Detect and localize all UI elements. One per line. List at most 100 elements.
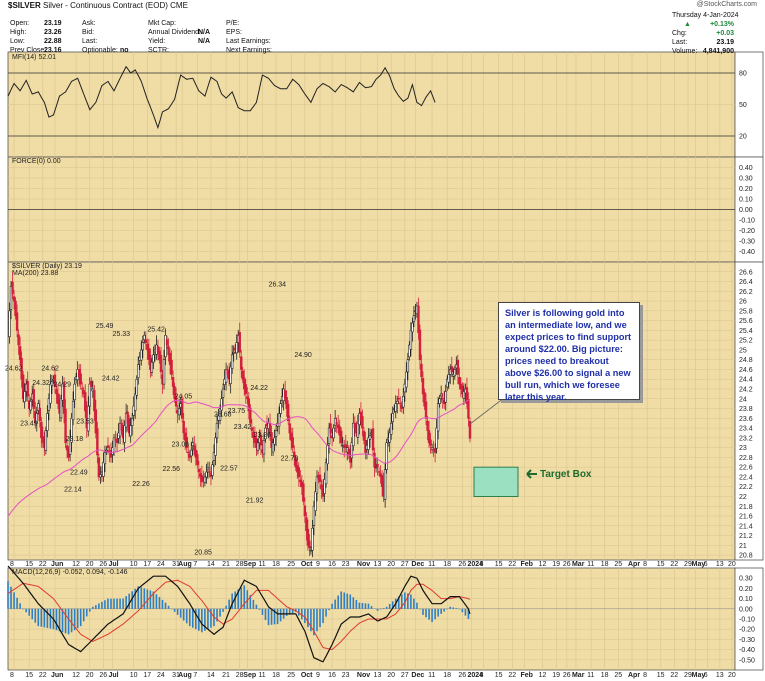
macd-histogram-bar bbox=[443, 608, 445, 612]
price-candle bbox=[212, 452, 216, 461]
price-ytick-label: 22.4 bbox=[739, 474, 753, 481]
price-candle bbox=[214, 437, 217, 456]
macd-ytick-label: -0.30 bbox=[739, 637, 755, 644]
macd-histogram-bar bbox=[113, 598, 115, 609]
macd-histogram-bar bbox=[376, 608, 379, 611]
price-candle bbox=[93, 390, 96, 412]
macd-histogram-bar bbox=[319, 608, 321, 628]
price-candle bbox=[273, 437, 276, 445]
macd-histogram-bar bbox=[25, 608, 27, 613]
macd-histogram-bar bbox=[104, 600, 106, 609]
macd-histogram-bar bbox=[407, 593, 409, 609]
price-candle bbox=[168, 353, 172, 365]
macd-histogram-bar bbox=[285, 608, 288, 616]
macd-histogram-bar bbox=[143, 588, 146, 609]
x-tick-label-bottom: 8 bbox=[643, 672, 647, 679]
price-ytick-label: 22.8 bbox=[739, 455, 753, 462]
x-tick-label-bottom: 10 bbox=[130, 672, 138, 679]
macd-histogram-bar bbox=[185, 608, 188, 624]
price-annotation: 23.75 bbox=[228, 408, 246, 415]
quote-label: Last Earnings: bbox=[226, 38, 271, 45]
price-ytick-label: 23 bbox=[739, 445, 747, 452]
quote-label: Optionable: bbox=[82, 47, 118, 54]
macd-histogram-bar bbox=[364, 603, 367, 609]
price-candle bbox=[129, 425, 132, 437]
price-candle bbox=[291, 437, 294, 448]
price-annotation: 23.68 bbox=[214, 411, 232, 418]
macd-histogram-bar bbox=[107, 598, 109, 609]
macd-histogram-bar bbox=[231, 593, 233, 609]
x-tick-label: 13 bbox=[716, 561, 724, 568]
macd-histogram-bar bbox=[246, 590, 249, 609]
price-candle bbox=[221, 388, 225, 398]
price-candle bbox=[171, 376, 175, 387]
quote-label: High: bbox=[10, 29, 27, 36]
x-tick-label-bottom: 22 bbox=[508, 672, 516, 679]
price-candle bbox=[29, 400, 32, 411]
x-tick-label: 25 bbox=[287, 561, 295, 568]
macd-histogram-bar bbox=[267, 608, 270, 626]
price-candle bbox=[361, 416, 364, 429]
price-candle bbox=[394, 403, 397, 412]
price-candle bbox=[134, 393, 137, 411]
price-candle bbox=[102, 461, 105, 477]
price-candle bbox=[11, 281, 14, 295]
x-tick-label-bottom: 12 bbox=[539, 672, 547, 679]
price-ytick-label: 24.2 bbox=[739, 387, 753, 394]
x-tick-label: Apr bbox=[628, 561, 640, 568]
x-tick-label-bottom: 17 bbox=[143, 672, 151, 679]
price-candle bbox=[20, 357, 23, 380]
price-candle bbox=[439, 393, 443, 397]
macd-histogram-bar bbox=[349, 594, 352, 609]
price-candle bbox=[402, 396, 405, 408]
price-candle bbox=[294, 458, 297, 468]
x-tick-label-bottom: 8 bbox=[480, 672, 484, 679]
header-title: $SILVER Silver - Continuous Contract (EO… bbox=[8, 1, 188, 10]
price-candle bbox=[26, 380, 29, 397]
x-tick-label: 23 bbox=[342, 561, 350, 568]
price-candle bbox=[99, 474, 102, 478]
price-candle bbox=[408, 344, 411, 358]
x-tick-label: Sep bbox=[243, 561, 256, 568]
price-candle bbox=[232, 352, 235, 354]
x-tick-label-bottom: 13 bbox=[374, 672, 382, 679]
price-candle bbox=[65, 445, 69, 451]
price-candle bbox=[446, 378, 449, 388]
macd-histogram-bar bbox=[85, 608, 88, 617]
x-tick-label-bottom: 27 bbox=[401, 672, 409, 679]
price-annotation: 25.42 bbox=[147, 326, 165, 333]
x-tick-label: 21 bbox=[222, 561, 230, 568]
macd-histogram-bar bbox=[307, 608, 309, 628]
x-tick-label: 6 bbox=[704, 561, 708, 568]
x-tick-label-bottom: Aug bbox=[178, 672, 192, 679]
macd-histogram-bar bbox=[261, 608, 264, 615]
price-candle bbox=[286, 403, 290, 422]
price-candle bbox=[461, 385, 464, 395]
price-candle bbox=[15, 312, 19, 331]
price-candle bbox=[164, 334, 167, 358]
macd-histogram-bar bbox=[255, 604, 258, 609]
macd-histogram-bar bbox=[79, 608, 82, 627]
price-candle bbox=[194, 449, 198, 458]
macd-histogram-bar bbox=[455, 608, 458, 609]
price-annotation: 22.78 bbox=[281, 455, 299, 462]
price-candle bbox=[229, 366, 232, 384]
macd-histogram-bar bbox=[425, 608, 427, 618]
x-tick-label-bottom: 25 bbox=[287, 672, 295, 679]
macd-histogram-bar bbox=[7, 581, 9, 609]
price-candle bbox=[421, 377, 425, 395]
force-ytick-label: 0.10 bbox=[739, 197, 753, 204]
price-candle bbox=[383, 469, 387, 500]
quote-label: Last: bbox=[672, 39, 688, 46]
price-candle bbox=[391, 413, 394, 423]
macd-histogram-bar bbox=[361, 603, 364, 609]
quote-label: Next Earnings: bbox=[226, 47, 272, 54]
macd-histogram-bar bbox=[464, 608, 467, 616]
price-ytick-label: 25.8 bbox=[739, 308, 753, 315]
macd-histogram-bar bbox=[28, 608, 31, 616]
x-tick-label-bottom: 11 bbox=[587, 672, 594, 679]
x-tick-label: 11 bbox=[428, 561, 435, 568]
price-candle bbox=[332, 427, 335, 439]
price-ytick-label: 22 bbox=[739, 494, 747, 501]
